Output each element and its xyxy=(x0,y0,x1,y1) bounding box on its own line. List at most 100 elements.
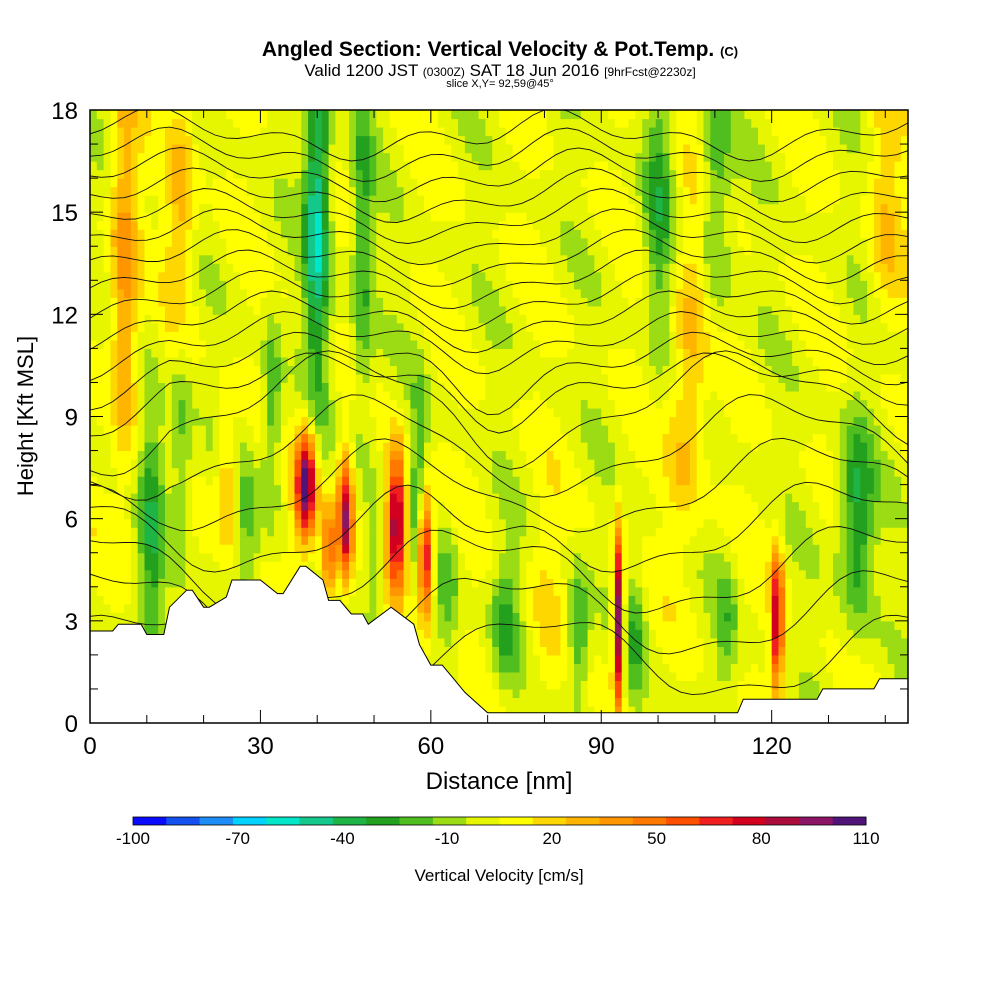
field-cell xyxy=(274,586,282,596)
field-cell xyxy=(499,688,507,698)
field-cell xyxy=(287,467,296,477)
field-cell xyxy=(130,544,139,554)
field-cell xyxy=(526,467,534,477)
field-cell xyxy=(90,484,98,494)
field-cell xyxy=(526,544,534,554)
field-cell xyxy=(539,612,548,622)
field-cell xyxy=(369,127,377,137)
field-cell xyxy=(308,195,316,205)
field-cell xyxy=(103,314,111,324)
field-cell xyxy=(171,501,180,511)
field-cell xyxy=(383,569,391,579)
field-cell xyxy=(458,263,466,273)
field-cell xyxy=(226,237,234,247)
field-cell xyxy=(478,501,486,511)
field-cell xyxy=(103,118,111,128)
field-cell xyxy=(437,501,446,511)
field-cell xyxy=(219,127,227,137)
field-cell xyxy=(362,408,371,418)
field-cell xyxy=(124,467,132,477)
field-cell xyxy=(144,195,152,205)
field-cell xyxy=(383,212,391,222)
field-cell xyxy=(103,416,111,426)
field-cell xyxy=(178,195,186,205)
field-cell xyxy=(505,476,514,486)
field-cell xyxy=(240,450,248,460)
field-cell xyxy=(492,654,500,664)
field-cell xyxy=(226,271,234,281)
field-cell xyxy=(212,425,221,435)
field-cell xyxy=(267,467,275,477)
field-cell xyxy=(471,161,480,171)
field-cell xyxy=(137,595,146,605)
field-cell xyxy=(158,254,166,264)
field-cell xyxy=(369,169,377,179)
field-cell xyxy=(471,586,480,596)
field-cell xyxy=(505,348,514,358)
field-cell xyxy=(396,408,405,418)
field-cell xyxy=(383,348,391,358)
field-cell xyxy=(505,450,514,460)
field-cell xyxy=(478,620,486,630)
field-cell xyxy=(499,271,507,281)
field-cell xyxy=(342,203,350,213)
field-cell xyxy=(315,561,323,571)
field-cell xyxy=(308,416,316,426)
field-cell xyxy=(430,501,439,511)
field-cell xyxy=(349,373,357,383)
field-cell xyxy=(192,339,200,349)
field-cell xyxy=(410,322,418,332)
field-cell xyxy=(246,459,255,469)
field-cell xyxy=(301,254,309,264)
field-cell xyxy=(396,263,405,273)
field-cell xyxy=(280,552,289,562)
field-cell xyxy=(362,501,371,511)
field-cell xyxy=(499,569,507,579)
field-cell xyxy=(430,271,439,281)
field-cell xyxy=(137,203,146,213)
field-cell xyxy=(199,552,207,562)
field-cell xyxy=(267,254,275,264)
field-cell xyxy=(90,229,98,239)
field-cell xyxy=(294,237,302,247)
field-cell xyxy=(458,654,466,664)
field-cell xyxy=(424,195,432,205)
field-cell xyxy=(533,212,541,222)
field-cell xyxy=(485,654,493,664)
field-cell xyxy=(362,442,371,452)
field-cell xyxy=(362,595,371,605)
field-cell xyxy=(199,152,207,162)
field-cell xyxy=(171,416,180,426)
field-cell xyxy=(144,314,152,324)
field-cell xyxy=(437,203,446,213)
field-cell xyxy=(151,569,159,579)
field-cell xyxy=(226,195,234,205)
field-cell xyxy=(539,510,548,520)
field-cell xyxy=(308,408,316,418)
field-cell xyxy=(158,391,166,401)
field-cell xyxy=(260,356,268,366)
field-cell xyxy=(199,416,207,426)
field-cell xyxy=(246,331,255,341)
field-cell xyxy=(144,169,152,179)
field-cell xyxy=(342,339,350,349)
field-cell xyxy=(233,331,241,341)
field-cell xyxy=(260,178,268,188)
field-cell xyxy=(519,263,527,273)
field-cell xyxy=(287,510,296,520)
field-cell xyxy=(178,297,186,307)
field-cell xyxy=(267,416,275,426)
field-cell xyxy=(526,382,534,392)
field-cell xyxy=(553,612,561,622)
field-cell xyxy=(526,254,534,264)
field-cell xyxy=(499,314,507,324)
field-cell xyxy=(403,450,411,460)
field-cell xyxy=(505,118,514,128)
field-cell xyxy=(219,144,227,154)
field-cell xyxy=(260,373,268,383)
field-cell xyxy=(376,348,384,358)
field-cell xyxy=(444,569,452,579)
field-cell xyxy=(294,544,302,554)
field-cell xyxy=(308,144,316,154)
field-cell xyxy=(130,518,139,528)
